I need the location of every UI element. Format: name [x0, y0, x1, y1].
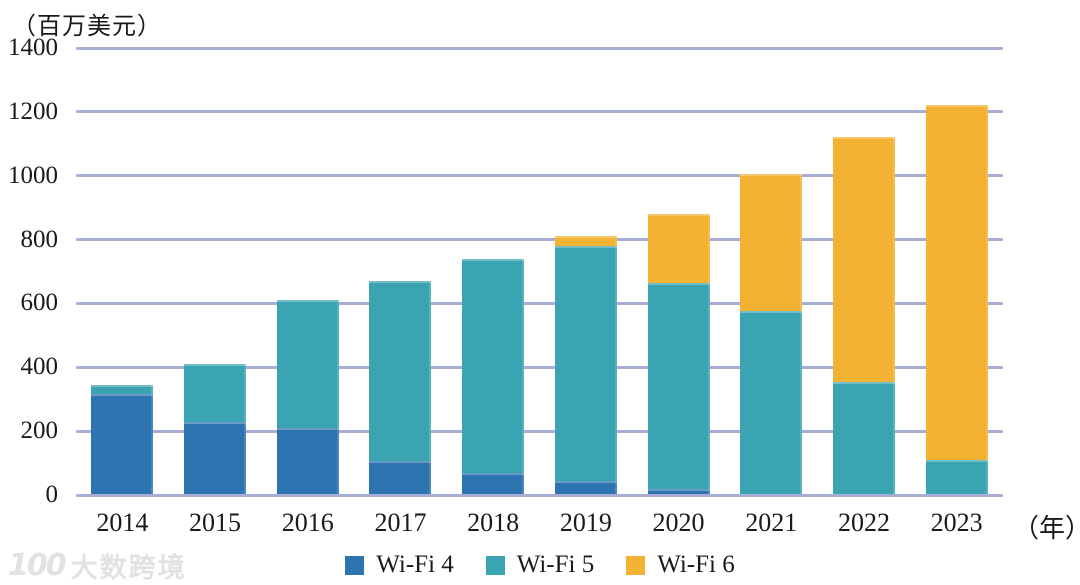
gridline-y-1200 — [76, 110, 1003, 114]
bar-segment-wi-fi-5-2017 — [369, 281, 432, 462]
bar-segment-wi-fi-6-2021 — [740, 174, 803, 312]
y-tick-label-800: 800 — [20, 225, 59, 253]
x-tick-label-2023: 2023 — [930, 508, 983, 537]
x-tick-label-2014: 2014 — [96, 508, 149, 537]
gridline-y-600 — [76, 301, 1003, 305]
legend-label: Wi-Fi 4 — [376, 551, 454, 578]
legend-item-wi-fi-6: Wi-Fi 6 — [626, 551, 735, 579]
bar-segment-wi-fi-4-2020 — [647, 488, 710, 495]
bar-segment-wi-fi-6-2023 — [925, 105, 988, 460]
gridline-y-800 — [76, 238, 1003, 242]
y-tick-label-0: 0 — [45, 481, 59, 508]
watermark-logo-icon: 100 — [8, 548, 67, 583]
y-tick-label-1000: 1000 — [8, 161, 58, 189]
x-tick-label-2017: 2017 — [374, 508, 427, 537]
watermark: 100 大数跨境 — [8, 546, 187, 585]
x-tick-label-2019: 2019 — [559, 508, 612, 537]
legend-swatch-icon — [485, 555, 505, 575]
bar-segment-wi-fi-5-2015 — [184, 364, 247, 422]
bar-segment-wi-fi-5-2023 — [925, 459, 988, 495]
bar-segment-wi-fi-5-2022 — [832, 381, 895, 495]
bar-segment-wi-fi-5-2018 — [462, 258, 525, 473]
x-tick-label-2016: 2016 — [281, 508, 334, 537]
plot-area — [76, 46, 1003, 497]
gridline-y-0 — [76, 493, 1003, 497]
x-tick-label-2022: 2022 — [837, 508, 890, 537]
bar-segment-wi-fi-4-2018 — [462, 472, 525, 495]
bar-segment-wi-fi-5-2019 — [554, 245, 617, 481]
gridline-y-1000 — [76, 174, 1003, 178]
bar-segment-wi-fi-6-2020 — [647, 214, 710, 283]
gridline-y-400 — [76, 365, 1003, 369]
legend-item-wi-fi-4: Wi-Fi 4 — [345, 551, 454, 579]
y-axis-tick-labels: 0 200 400 600 800 1000 1200 1400 — [0, 34, 59, 508]
bar-segment-wi-fi-5-2020 — [647, 282, 710, 489]
x-tick-label-2020: 2020 — [652, 508, 705, 537]
bar-segment-wi-fi-4-2016 — [276, 427, 339, 495]
gridline-y-200 — [76, 429, 1003, 433]
legend-swatch-icon — [345, 555, 365, 575]
bar-segment-wi-fi-4-2015 — [184, 421, 247, 495]
bar-segment-wi-fi-4-2017 — [369, 461, 432, 495]
x-tick-label-2021: 2021 — [745, 508, 798, 537]
gridline-y-1400 — [76, 46, 1003, 50]
watermark-text: 大数跨境 — [70, 553, 187, 584]
legend-swatch-icon — [626, 555, 646, 575]
bar-segment-wi-fi-5-2021 — [740, 311, 803, 495]
legend: Wi-Fi 4 Wi-Fi 5 Wi-Fi 6 — [0, 551, 1080, 579]
legend-label: Wi-Fi 5 — [516, 551, 595, 578]
bar-segment-wi-fi-4-2014 — [91, 394, 154, 495]
bar-segment-wi-fi-5-2016 — [276, 300, 339, 428]
y-tick-label-600: 600 — [20, 289, 59, 317]
y-tick-label-200: 200 — [20, 417, 59, 445]
bar-segment-wi-fi-6-2019 — [554, 236, 617, 246]
legend-label: Wi-Fi 6 — [657, 551, 735, 578]
legend-item-wi-fi-5: Wi-Fi 5 — [485, 551, 595, 579]
y-tick-label-400: 400 — [20, 353, 59, 381]
bar-segment-wi-fi-6-2022 — [832, 137, 895, 382]
y-axis-unit-label: （百万美元） — [12, 14, 162, 40]
x-axis-unit-label: （年） — [1013, 514, 1080, 543]
x-tick-label-2018: 2018 — [467, 508, 520, 537]
x-tick-label-2015: 2015 — [189, 508, 242, 537]
y-tick-label-1200: 1200 — [8, 97, 58, 125]
bar-segment-wi-fi-5-2014 — [91, 384, 154, 395]
bar-segment-wi-fi-4-2019 — [554, 480, 617, 495]
y-tick-label-1400: 1400 — [8, 34, 58, 61]
